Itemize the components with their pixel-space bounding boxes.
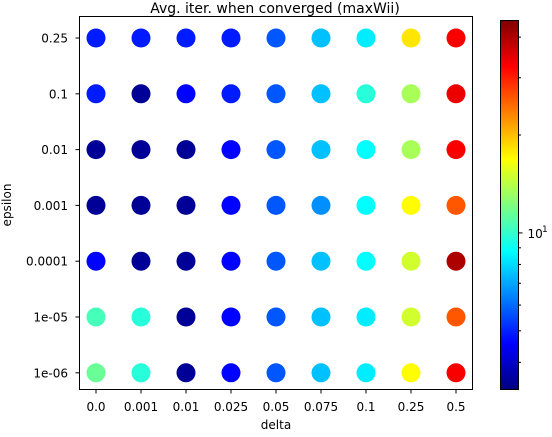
data-point xyxy=(222,84,241,103)
data-point xyxy=(357,140,376,159)
data-points xyxy=(87,29,466,383)
data-point xyxy=(222,29,241,48)
data-point xyxy=(447,252,466,271)
data-point xyxy=(87,29,106,48)
data-point xyxy=(312,308,331,327)
data-point xyxy=(177,84,196,103)
data-point xyxy=(402,363,421,382)
chart-title: Avg. iter. when converged (maxWii) xyxy=(150,1,400,17)
data-point xyxy=(87,84,106,103)
data-point xyxy=(87,140,106,159)
y-axis-ticks: 0.25 0.1 0.01 0.001 0.0001 1e-05 1e-06 xyxy=(26,32,80,381)
colorbar xyxy=(501,21,519,390)
x-tick-label: 0.025 xyxy=(214,400,248,414)
data-point xyxy=(267,252,286,271)
data-point xyxy=(357,196,376,215)
data-point xyxy=(357,29,376,48)
data-point xyxy=(402,252,421,271)
x-tick-label: 0.1 xyxy=(356,400,375,414)
data-point xyxy=(132,363,151,382)
data-point xyxy=(357,363,376,382)
data-point xyxy=(312,84,331,103)
data-point xyxy=(177,196,196,215)
data-point xyxy=(87,252,106,271)
data-point xyxy=(447,308,466,327)
y-tick-label: 0.001 xyxy=(34,199,68,213)
x-tick-label: 0.5 xyxy=(446,400,465,414)
data-point xyxy=(447,363,466,382)
data-point xyxy=(312,29,331,48)
data-point xyxy=(312,140,331,159)
data-point xyxy=(87,308,106,327)
colorbar-ticks: 10 1 xyxy=(519,37,548,362)
data-point xyxy=(357,252,376,271)
data-point xyxy=(177,308,196,327)
x-axis-label: delta xyxy=(261,418,291,432)
y-tick-label: 1e-06 xyxy=(33,366,68,380)
data-point xyxy=(267,196,286,215)
data-point xyxy=(177,29,196,48)
data-point xyxy=(222,308,241,327)
data-point xyxy=(357,84,376,103)
data-point xyxy=(132,308,151,327)
y-tick-label: 1e-05 xyxy=(33,311,68,325)
data-point xyxy=(402,308,421,327)
colorbar-tick-exponent: 1 xyxy=(542,225,548,235)
data-point xyxy=(222,252,241,271)
colorbar-tick-label: 10 xyxy=(528,227,543,241)
data-point xyxy=(132,140,151,159)
x-tick-label: 0.25 xyxy=(398,400,425,414)
data-point xyxy=(267,29,286,48)
data-point xyxy=(222,196,241,215)
data-point xyxy=(312,252,331,271)
data-point xyxy=(177,140,196,159)
data-point xyxy=(132,29,151,48)
data-point xyxy=(177,252,196,271)
data-point xyxy=(447,140,466,159)
data-point xyxy=(402,140,421,159)
data-point xyxy=(312,363,331,382)
y-tick-label: 0.1 xyxy=(49,87,68,101)
data-point xyxy=(267,308,286,327)
x-tick-label: 0.001 xyxy=(124,400,158,414)
x-tick-label: 0.0 xyxy=(86,400,105,414)
data-point xyxy=(222,363,241,382)
data-point xyxy=(402,84,421,103)
data-point xyxy=(312,196,331,215)
data-point xyxy=(447,29,466,48)
data-point xyxy=(132,84,151,103)
data-point xyxy=(87,363,106,382)
data-point xyxy=(177,363,196,382)
x-axis-ticks: 0.0 0.001 0.01 0.025 0.05 0.075 0.1 0.25 0.5 xyxy=(86,390,465,415)
data-point xyxy=(267,140,286,159)
data-point xyxy=(357,308,376,327)
x-tick-label: 0.01 xyxy=(173,400,200,414)
data-point xyxy=(267,363,286,382)
y-axis-label: epsilon xyxy=(0,184,14,227)
data-point xyxy=(402,196,421,215)
data-point xyxy=(132,196,151,215)
x-tick-label: 0.05 xyxy=(263,400,290,414)
data-point xyxy=(132,252,151,271)
y-tick-label: 0.25 xyxy=(41,32,68,46)
data-point xyxy=(267,84,286,103)
data-point xyxy=(402,29,421,48)
data-point xyxy=(447,196,466,215)
y-tick-label: 0.01 xyxy=(41,143,68,157)
data-point xyxy=(87,196,106,215)
data-point xyxy=(222,140,241,159)
data-point xyxy=(447,84,466,103)
y-tick-label: 0.0001 xyxy=(26,255,68,269)
x-tick-label: 0.075 xyxy=(304,400,338,414)
